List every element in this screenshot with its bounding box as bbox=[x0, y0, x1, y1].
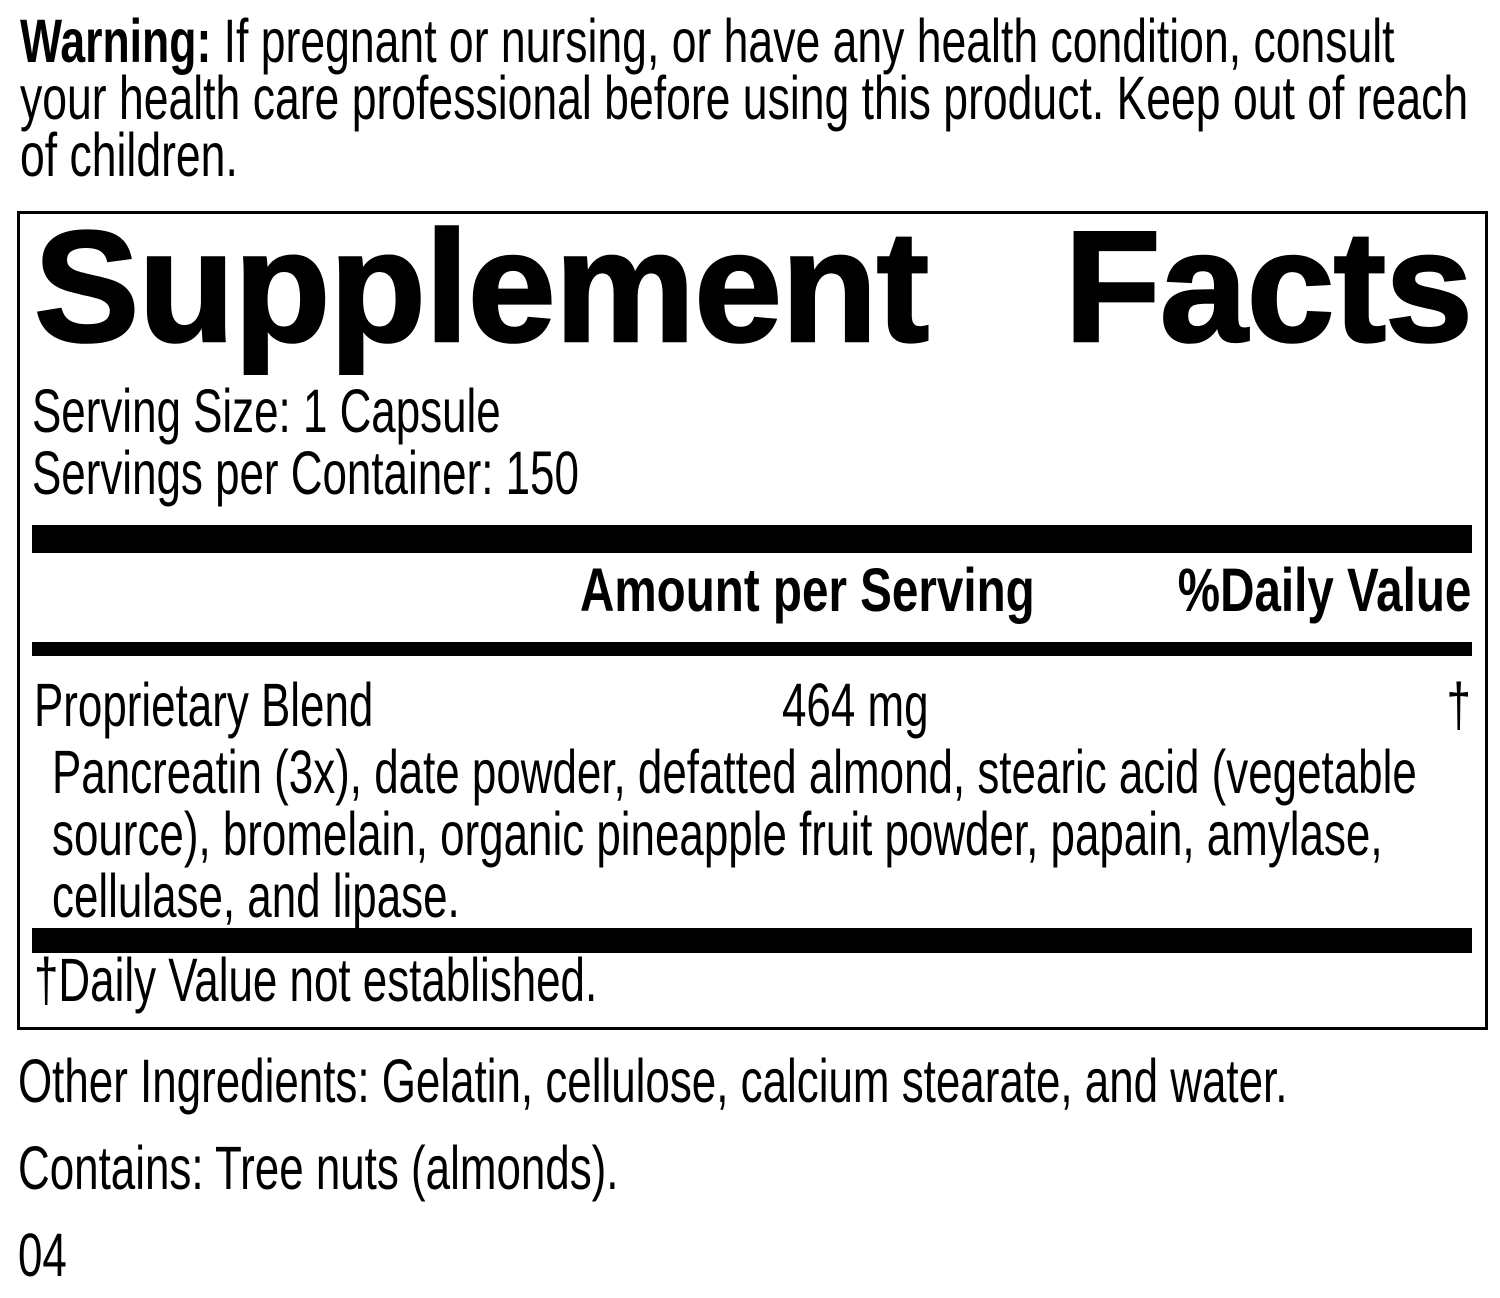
servings-per-container-line: Servings per Container: 150 bbox=[32, 443, 792, 504]
divider-bar-thin bbox=[32, 642, 1472, 656]
footnote-text: †Daily Value not established. bbox=[34, 946, 598, 1014]
panel-title-word-facts: Facts bbox=[1063, 199, 1474, 375]
panel-title-word-supplement: Supplement bbox=[33, 199, 931, 375]
warning-text: If pregnant or nursing, or have any heal… bbox=[20, 7, 1469, 189]
row-amount-value: 464 mg bbox=[782, 671, 929, 739]
supplement-facts-panel: Supplement Facts Serving Size: 1 Capsule… bbox=[17, 199, 1488, 1030]
contains-line: Contains: Tree nuts (almonds). bbox=[18, 1138, 852, 1199]
divider-bar-thick-bottom bbox=[32, 928, 1472, 953]
row-daily-value-dagger: † bbox=[1446, 671, 1471, 739]
row-ingredient-name: Proprietary Blend bbox=[34, 671, 374, 739]
footer-code-text: 04 bbox=[18, 1221, 67, 1289]
warning-label: Warning: bbox=[20, 7, 212, 75]
warning-paragraph: Warning: If pregnant or nursing, or have… bbox=[20, 11, 1487, 186]
column-header-amount: Amount per Serving bbox=[580, 556, 1035, 624]
column-header-daily-value: %Daily Value bbox=[1177, 556, 1471, 624]
divider-bar-thick-top bbox=[32, 525, 1472, 553]
footer-code: 04 bbox=[18, 1225, 86, 1286]
other-ingredients-text: Other Ingredients: Gelatin, cellulose, c… bbox=[18, 1047, 1288, 1115]
serving-size-text: Serving Size: 1 Capsule bbox=[32, 377, 501, 445]
footnote-line: †Daily Value not established. bbox=[34, 950, 816, 1011]
contains-text: Contains: Tree nuts (almonds). bbox=[18, 1134, 619, 1202]
servings-per-container-text: Servings per Container: 150 bbox=[32, 439, 579, 507]
other-ingredients-line: Other Ingredients: Gelatin, cellulose, c… bbox=[18, 1051, 1500, 1112]
panel-title: Supplement Facts bbox=[33, 199, 1474, 375]
blend-description: Pancreatin (3x), date powder, defatted a… bbox=[52, 738, 1417, 930]
serving-size-line: Serving Size: 1 Capsule bbox=[32, 381, 683, 442]
